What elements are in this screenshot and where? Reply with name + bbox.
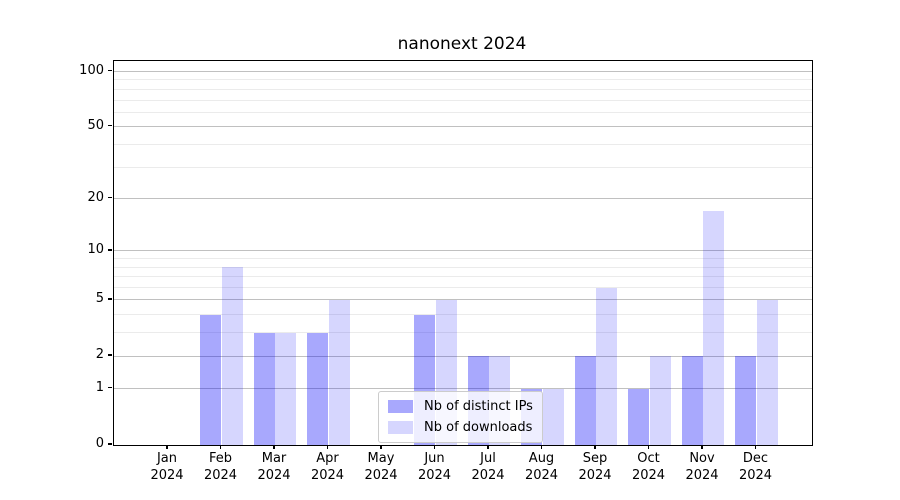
y-tick-label: 100 [79,62,104,78]
y-tick-mark [108,249,112,251]
bar-downloads-oct [649,356,671,445]
gridline-minor [114,99,812,101]
gridline-minor [114,276,812,278]
bar-distinct-ips-sep [574,356,596,445]
bar-downloads-aug [542,388,564,445]
x-tick-mark [380,445,382,450]
bar-downloads-feb [221,267,243,445]
x-tick-label: Apr 2024 [310,451,345,483]
y-tick-mark [108,387,112,389]
x-tick-mark [273,445,275,450]
y-tick-mark [108,125,112,127]
x-tick-mark [594,445,596,450]
gridline-major [114,71,812,72]
x-tick-label: Sep 2024 [578,451,612,483]
bar-downloads-mar [275,332,297,445]
x-tick-mark [219,445,222,450]
y-tick-mark [108,443,112,445]
gridline-minor [114,332,812,334]
x-tick-label: Feb 2024 [203,451,238,483]
y-tick-label: 1 [95,379,104,395]
x-tick-label: Oct 2024 [631,451,666,483]
chart-title: nanonext 2024 [397,34,527,54]
x-tick-label: Aug 2024 [524,451,559,483]
bar-downloads-nov [703,211,725,445]
y-tick-mark [108,197,112,199]
x-tick-mark [754,445,757,450]
legend-label-downloads: Nb of downloads [424,419,533,435]
bar-downloads-dec [756,300,778,445]
gridline-minor [114,287,812,289]
legend: Nb of distinct IPs Nb of downloads [378,391,543,443]
gridline-minor [114,143,812,145]
y-tick-mark [108,298,112,300]
y-tick-label: 5 [95,290,104,306]
gridline-major [114,355,812,357]
gridline-major [114,126,812,128]
x-tick-label: Jan 2024 [150,451,184,483]
bar-distinct-ips-nov [681,356,703,445]
legend-swatch-distinct-ips-icon [388,400,413,413]
gridline-major [114,250,812,252]
bar-distinct-ips-mar [253,332,275,445]
bar-distinct-ips-oct [628,388,650,445]
gridline-minor [114,266,812,268]
legend-item-distinct-ips: Nb of distinct IPs [388,397,533,416]
x-tick-mark [540,445,543,450]
gridline-minor [114,79,812,81]
bar-downloads-sep [596,287,618,445]
legend-swatch-downloads-icon [388,421,413,434]
bar-distinct-ips-dec [735,356,757,445]
y-tick-label: 10 [87,241,104,257]
x-tick-mark [487,445,489,450]
bar-downloads-apr [328,300,350,445]
y-tick-mark [108,69,112,72]
y-tick-mark [108,354,112,356]
bar-distinct-ips-feb [200,314,222,445]
x-tick-label: Dec 2024 [738,451,773,483]
gridline-minor [114,258,812,260]
x-tick-label: May 2024 [364,451,398,483]
gridline-minor [114,314,812,316]
x-tick-label: Jul 2024 [471,451,505,483]
y-tick-label: 50 [87,117,104,133]
gridline-major [114,198,812,200]
x-tick-mark [166,445,168,450]
gridline-minor [114,111,812,113]
y-tick-label: 0 [95,436,104,451]
x-tick-mark [647,445,650,450]
x-tick-label: Nov 2024 [685,451,719,483]
gridline-minor [114,88,812,90]
gridline-minor [114,166,812,168]
x-tick-label: Mar 2024 [257,451,291,483]
y-tick-label: 20 [87,189,104,205]
plot-area [113,60,813,446]
bar-distinct-ips-apr [307,332,329,445]
gridline-major [114,388,812,390]
legend-label-distinct-ips: Nb of distinct IPs [424,398,533,414]
x-tick-mark [326,445,329,450]
x-tick-label: Jun 2024 [417,451,452,483]
legend-item-downloads: Nb of downloads [388,418,533,437]
x-tick-mark [701,445,703,450]
gridline-major [114,299,812,301]
y-tick-label: 2 [95,347,104,363]
x-tick-mark [433,445,436,450]
